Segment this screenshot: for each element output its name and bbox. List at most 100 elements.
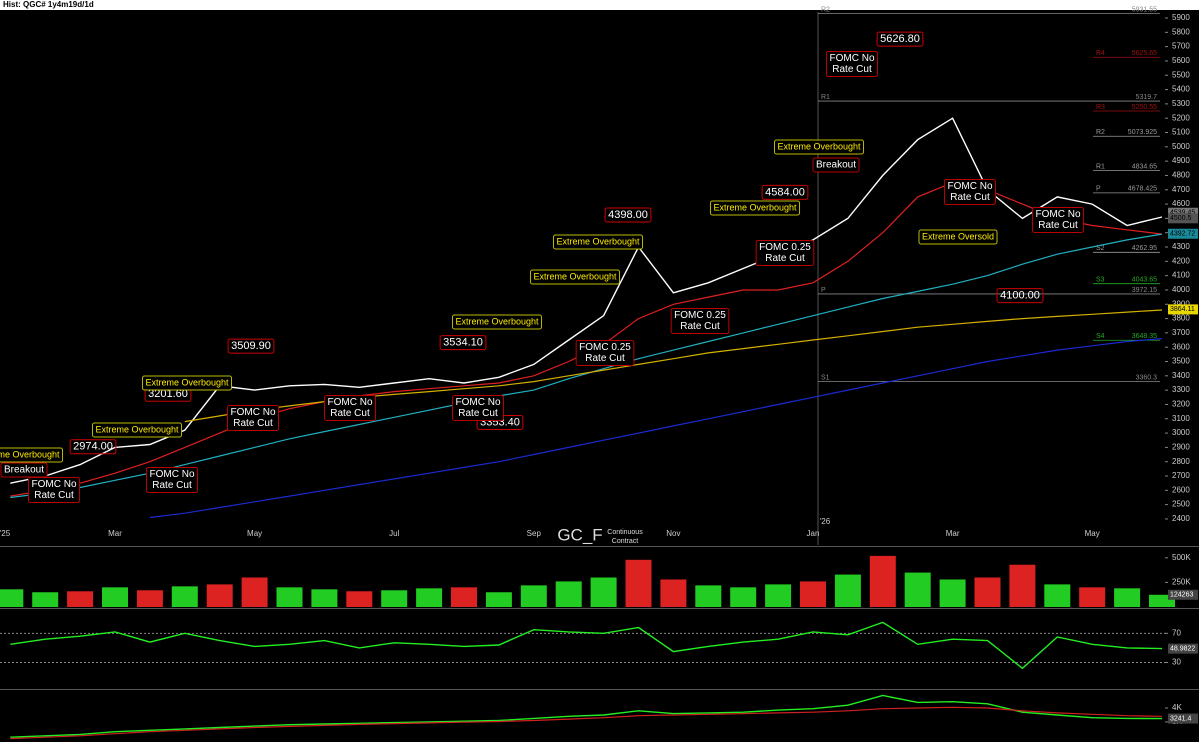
x-tick-label: Mar: [946, 529, 960, 538]
pivot-name: S2: [1096, 245, 1105, 252]
annotation-text: Rate Cut: [34, 490, 74, 501]
annotation-text: Extreme Oversold: [922, 231, 994, 241]
price-label: 4100.00: [1000, 290, 1040, 302]
annotation-text: Extreme Overbought: [556, 236, 640, 246]
annotation-text: Extreme Overbought: [145, 377, 229, 387]
annotation-text: Rate Cut: [330, 408, 370, 419]
annotation-text: Rate Cut: [832, 64, 872, 75]
y-tick-label: 5400: [1172, 85, 1190, 94]
axis-tag-label: 4392.72: [1170, 231, 1195, 238]
pivot-value: 4834.65: [1132, 163, 1157, 170]
annotation-text: Rate Cut: [458, 408, 498, 419]
y-tick-label: 3700: [1172, 328, 1190, 337]
y-tick-label: 2700: [1172, 471, 1190, 480]
price-label: 5626.80: [880, 33, 920, 45]
divider: [0, 608, 1199, 609]
y-tick-label: 4100: [1172, 271, 1190, 280]
pivot-value: 4043.65: [1132, 277, 1157, 284]
annotation-text: Extreme Overbought: [0, 449, 60, 459]
volume-bar: [1079, 587, 1106, 607]
axis-tag-label: 3864.11: [1170, 306, 1195, 313]
price-label-box: [439, 335, 487, 351]
y-tick-label: 3900: [1172, 299, 1190, 308]
annotation-text: Rate Cut: [585, 353, 625, 364]
volume-bar: [67, 591, 94, 607]
annotation-text: FOMC 0.25: [674, 310, 726, 321]
y-tick-label: 4700: [1172, 185, 1190, 194]
annotation-text: FOMC No: [948, 181, 993, 192]
y-tick-label: 3000: [1172, 428, 1190, 437]
y-tick-label: 5100: [1172, 128, 1190, 137]
annotation-text: Extreme Overbought: [533, 271, 617, 281]
pivot-value: 4678.425: [1128, 186, 1157, 193]
pivot-value: 3972.15: [1132, 287, 1157, 294]
pivot-value: 5250.55: [1132, 104, 1157, 111]
volume-bar: [555, 581, 582, 607]
y-tick-label: 5000: [1172, 142, 1190, 151]
pivot-name: P: [1096, 186, 1101, 193]
annotation-box: [826, 51, 878, 77]
annotation-text: FOMC No: [456, 397, 501, 408]
series-line: [10, 694, 1163, 738]
annotation-box: [918, 229, 998, 245]
series-line: [10, 706, 1163, 740]
annotation-box: [91, 422, 183, 438]
x-tick-label: Nov: [666, 529, 680, 538]
volume-bar: [695, 585, 722, 607]
x-tick-label: Sep: [527, 529, 542, 538]
y-tick-label: 4000: [1172, 285, 1190, 294]
annotation-text: FOMC 0.25: [579, 342, 631, 353]
volume-bar: [136, 590, 163, 607]
volume-bar: [974, 577, 1001, 607]
volume-bar: [660, 579, 687, 607]
annotation-box: [670, 308, 730, 334]
annotation-text: Extreme Overbought: [777, 141, 861, 151]
y-tick-label: 3800: [1172, 314, 1190, 323]
pivot-value: 4262.95: [1132, 245, 1157, 252]
annotation-text: FOMC No: [150, 469, 195, 480]
y-tick-label: 30: [1172, 658, 1181, 667]
y-tick-label: 3400: [1172, 371, 1190, 380]
annotation-text: FOMC No: [328, 397, 373, 408]
pivot-value: 5931.55: [1132, 6, 1157, 13]
y-tick-label: 4300: [1172, 242, 1190, 251]
price-label: 3534.10: [443, 337, 483, 349]
x-tick-label: Jul: [389, 529, 399, 538]
annotation-text: FOMC No: [830, 53, 875, 64]
y-tick-label: 500K: [1172, 553, 1191, 562]
volume-bar: [904, 572, 931, 607]
annotation-box: [529, 269, 621, 285]
volume-bar: [276, 587, 303, 607]
annotation-box: [324, 395, 376, 421]
annotation-text: Rate Cut: [233, 418, 273, 429]
y-tick-label: 250K: [1172, 578, 1191, 587]
annotation-text: Breakout: [816, 160, 856, 171]
value-tag: [1168, 713, 1198, 724]
annotation-box: [0, 447, 64, 463]
volume-bar: [311, 589, 338, 607]
chart-subtitle: Continuous: [607, 529, 643, 536]
y-tick-label: 5900: [1172, 13, 1190, 22]
divider: [0, 689, 1199, 690]
annotation-text: FOMC No: [32, 479, 77, 490]
y-tick-label: 3100: [1172, 414, 1190, 423]
y-tick-label: 2800: [1172, 457, 1190, 466]
price-label: 4584.00: [765, 186, 805, 198]
volume-bar: [1114, 588, 1141, 607]
annotation-text: FOMC No: [231, 407, 276, 418]
x-tick-label: '25: [0, 529, 11, 538]
volume-bar: [346, 591, 373, 607]
pivot-name: S3: [1096, 277, 1105, 284]
price-label-box: [761, 184, 809, 200]
y-tick-label: 3600: [1172, 342, 1190, 351]
price-label: 3509.90: [231, 340, 271, 352]
axis-tag-label: 4539.45: [1170, 210, 1195, 217]
x-tick-label: Mar: [108, 529, 122, 538]
x-tick-label: May: [1085, 529, 1100, 538]
volume-bar: [800, 581, 826, 607]
annotation-box: [773, 139, 865, 155]
volume-bar: [206, 584, 233, 607]
volume-bar: [0, 589, 24, 607]
volume-bar: [485, 592, 512, 607]
